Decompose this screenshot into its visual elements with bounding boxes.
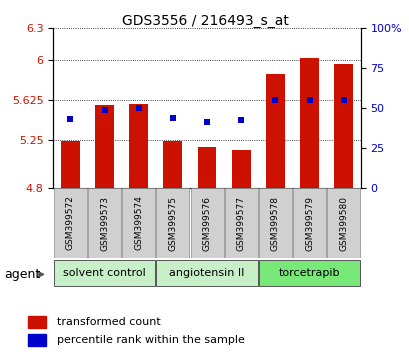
Point — [67, 116, 74, 121]
Text: GSM399577: GSM399577 — [236, 195, 245, 251]
Bar — [265, 74, 284, 188]
FancyBboxPatch shape — [190, 188, 223, 258]
Point — [135, 105, 142, 111]
Text: GSM399572: GSM399572 — [66, 195, 75, 251]
Point — [306, 97, 312, 103]
Bar — [231, 150, 250, 188]
Bar — [28, 316, 46, 328]
Point — [101, 107, 108, 113]
Bar — [61, 141, 80, 188]
Bar — [129, 104, 148, 188]
Point — [339, 97, 346, 103]
FancyBboxPatch shape — [54, 259, 155, 286]
Bar — [197, 147, 216, 188]
Text: GSM399573: GSM399573 — [100, 195, 109, 251]
FancyBboxPatch shape — [258, 259, 360, 286]
FancyBboxPatch shape — [224, 188, 257, 258]
Text: percentile rank within the sample: percentile rank within the sample — [57, 335, 245, 345]
Text: transformed count: transformed count — [57, 317, 161, 327]
FancyBboxPatch shape — [292, 188, 325, 258]
Bar — [163, 141, 182, 188]
Text: angiotensin II: angiotensin II — [169, 268, 244, 278]
Text: GSM399576: GSM399576 — [202, 195, 211, 251]
Text: agent: agent — [4, 268, 40, 281]
Point — [203, 119, 210, 125]
Text: GSM399580: GSM399580 — [338, 195, 347, 251]
Point — [169, 115, 176, 120]
Text: GDS3556 / 216493_s_at: GDS3556 / 216493_s_at — [121, 14, 288, 28]
Text: GSM399574: GSM399574 — [134, 195, 143, 251]
Bar — [28, 334, 46, 346]
FancyBboxPatch shape — [88, 188, 121, 258]
Bar — [299, 58, 318, 188]
Bar — [95, 105, 114, 188]
FancyBboxPatch shape — [156, 259, 257, 286]
Point — [237, 117, 244, 122]
FancyBboxPatch shape — [258, 188, 291, 258]
FancyBboxPatch shape — [54, 188, 87, 258]
FancyBboxPatch shape — [326, 188, 360, 258]
Text: GSM399575: GSM399575 — [168, 195, 177, 251]
Bar — [333, 64, 352, 188]
Text: solvent control: solvent control — [63, 268, 146, 278]
Text: torcetrapib: torcetrapib — [278, 268, 339, 278]
Text: GSM399578: GSM399578 — [270, 195, 279, 251]
Text: GSM399579: GSM399579 — [304, 195, 313, 251]
Point — [272, 97, 278, 103]
FancyBboxPatch shape — [122, 188, 155, 258]
FancyBboxPatch shape — [156, 188, 189, 258]
